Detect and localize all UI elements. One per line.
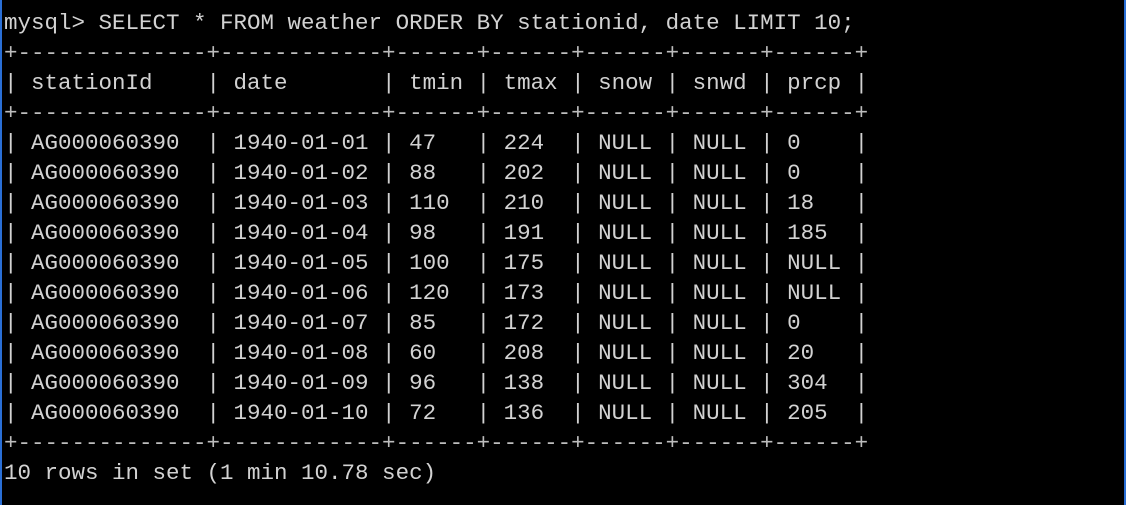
table-row: | AG000060390 | 1940-01-01 | 47 | 224 | … — [4, 130, 869, 156]
table-header-row: | stationId | date | tmin | tmax | snow … — [4, 70, 869, 96]
table-row: | AG000060390 | 1940-01-08 | 60 | 208 | … — [4, 340, 869, 366]
table-top-border: +--------------+------------+------+----… — [4, 40, 869, 66]
status-line: 10 rows in set (1 min 10.78 sec) — [4, 460, 437, 486]
table-bottom-border: +--------------+------------+------+----… — [4, 430, 869, 456]
table-row: | AG000060390 | 1940-01-05 | 100 | 175 |… — [4, 250, 869, 276]
command-line: mysql> SELECT * FROM weather ORDER BY st… — [4, 8, 855, 38]
table-row: | AG000060390 | 1940-01-06 | 120 | 173 |… — [4, 280, 869, 306]
table-row: | AG000060390 | 1940-01-04 | 98 | 191 | … — [4, 220, 869, 246]
table-row: | AG000060390 | 1940-01-07 | 85 | 172 | … — [4, 310, 869, 336]
table-row: | AG000060390 | 1940-01-02 | 88 | 202 | … — [4, 160, 869, 186]
table-header-border: +--------------+------------+------+----… — [4, 100, 869, 126]
table-row: | AG000060390 | 1940-01-03 | 110 | 210 |… — [4, 190, 869, 216]
mysql-prompt: mysql> — [4, 10, 99, 36]
table-row: | AG000060390 | 1940-01-09 | 96 | 138 | … — [4, 370, 869, 396]
sql-command: SELECT * FROM weather ORDER BY stationid… — [98, 10, 855, 36]
table-row: | AG000060390 | 1940-01-10 | 72 | 136 | … — [4, 400, 869, 426]
